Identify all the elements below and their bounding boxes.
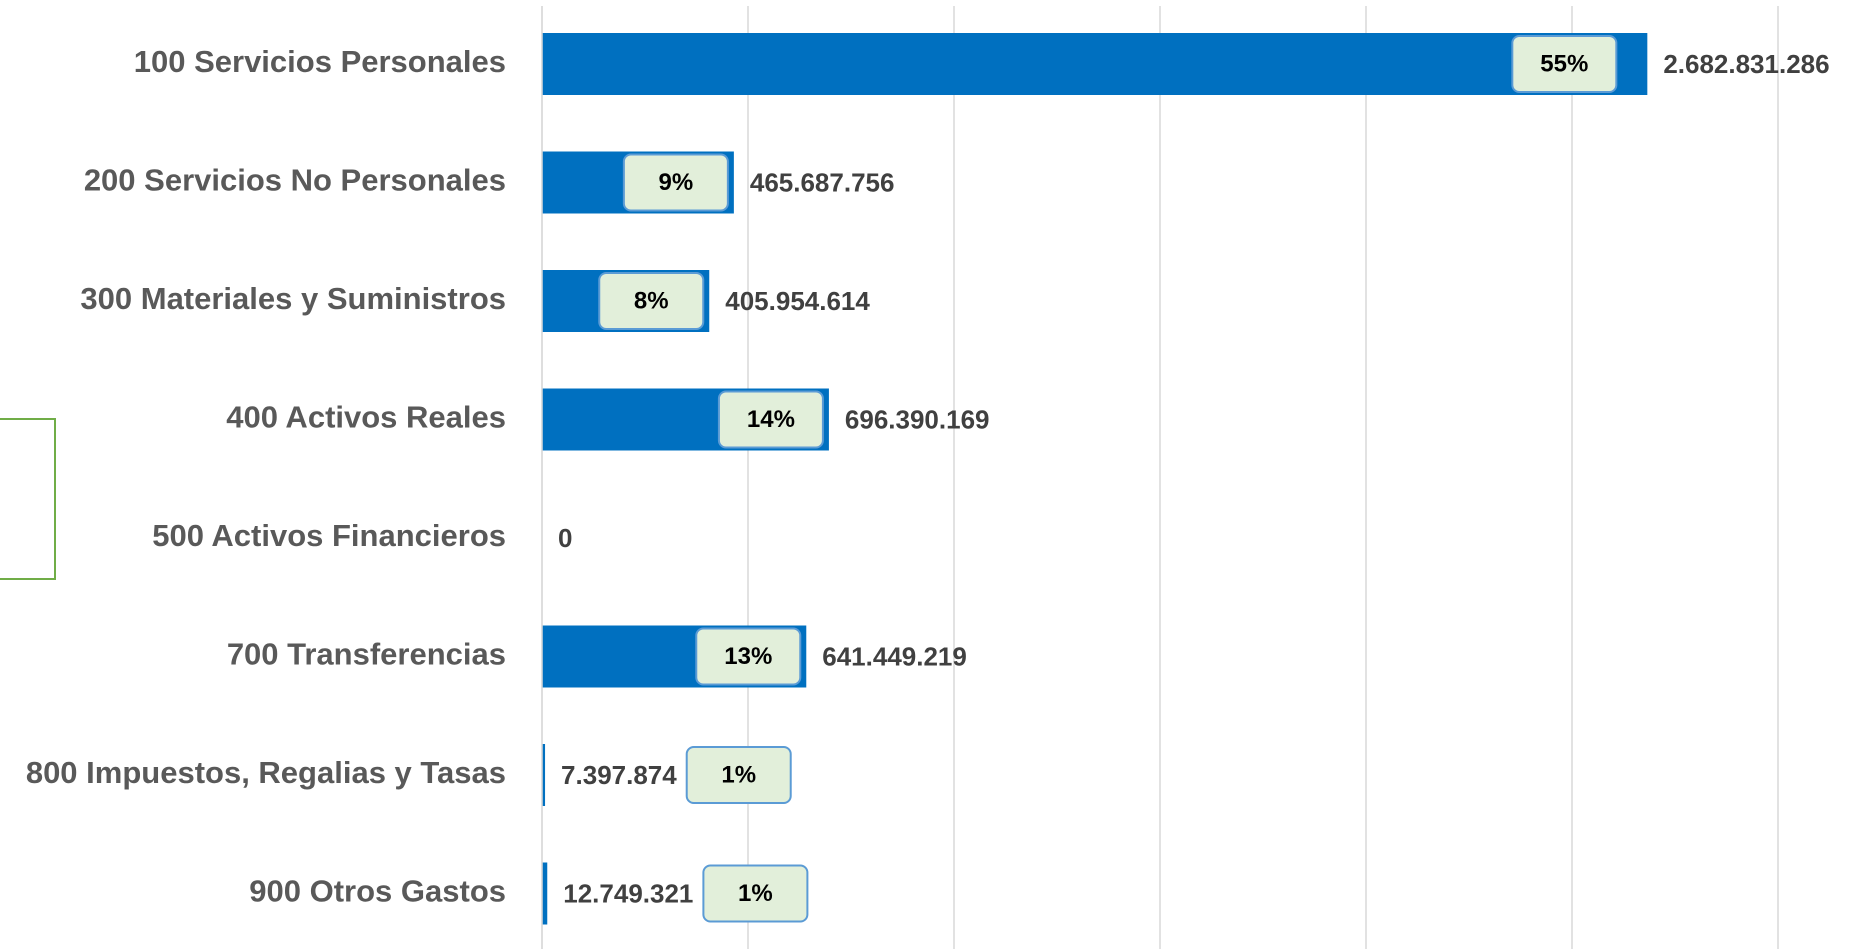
- bar: [542, 33, 1647, 95]
- percent-label: 14%: [747, 406, 795, 433]
- bar: [542, 863, 547, 925]
- y-tick-label: 300 Materiales y Suministros: [80, 281, 506, 316]
- percent-label: 1%: [721, 761, 756, 788]
- percent-label: 55%: [1540, 50, 1588, 77]
- chart: 100 Servicios Personales 2.682.831.286 55%…: [0, 0, 1867, 949]
- value-label: 0: [558, 523, 572, 553]
- y-tick-label: 500 Activos Financieros: [152, 518, 506, 553]
- percent-label: 8%: [634, 287, 669, 314]
- value-label: 465.687.756: [750, 167, 895, 197]
- y-tick-label: 200 Servicios No Personales: [84, 163, 506, 198]
- y-tick-label: 100 Servicios Personales: [134, 44, 506, 79]
- value-label: 641.449.219: [822, 641, 967, 671]
- value-label: 7.397.874: [561, 760, 677, 790]
- value-label: 696.390.169: [845, 404, 990, 434]
- y-tick-label: 800 Impuestos, Regalias y Tasas: [26, 755, 506, 790]
- frame-decoration: [0, 419, 55, 579]
- percent-label: 1%: [738, 880, 773, 907]
- value-label: 2.682.831.286: [1663, 49, 1829, 79]
- value-label: 405.954.614: [725, 286, 870, 316]
- y-tick-label: 700 Transferencias: [227, 637, 506, 672]
- y-tick-label: 900 Otros Gastos: [249, 874, 506, 909]
- y-tick-label: 400 Activos Reales: [226, 400, 506, 435]
- percent-label: 9%: [659, 169, 694, 196]
- value-label: 12.749.321: [563, 878, 693, 908]
- percent-label: 13%: [724, 643, 772, 670]
- page: 100 Servicios Personales 2.682.831.286 55%…: [0, 0, 1867, 949]
